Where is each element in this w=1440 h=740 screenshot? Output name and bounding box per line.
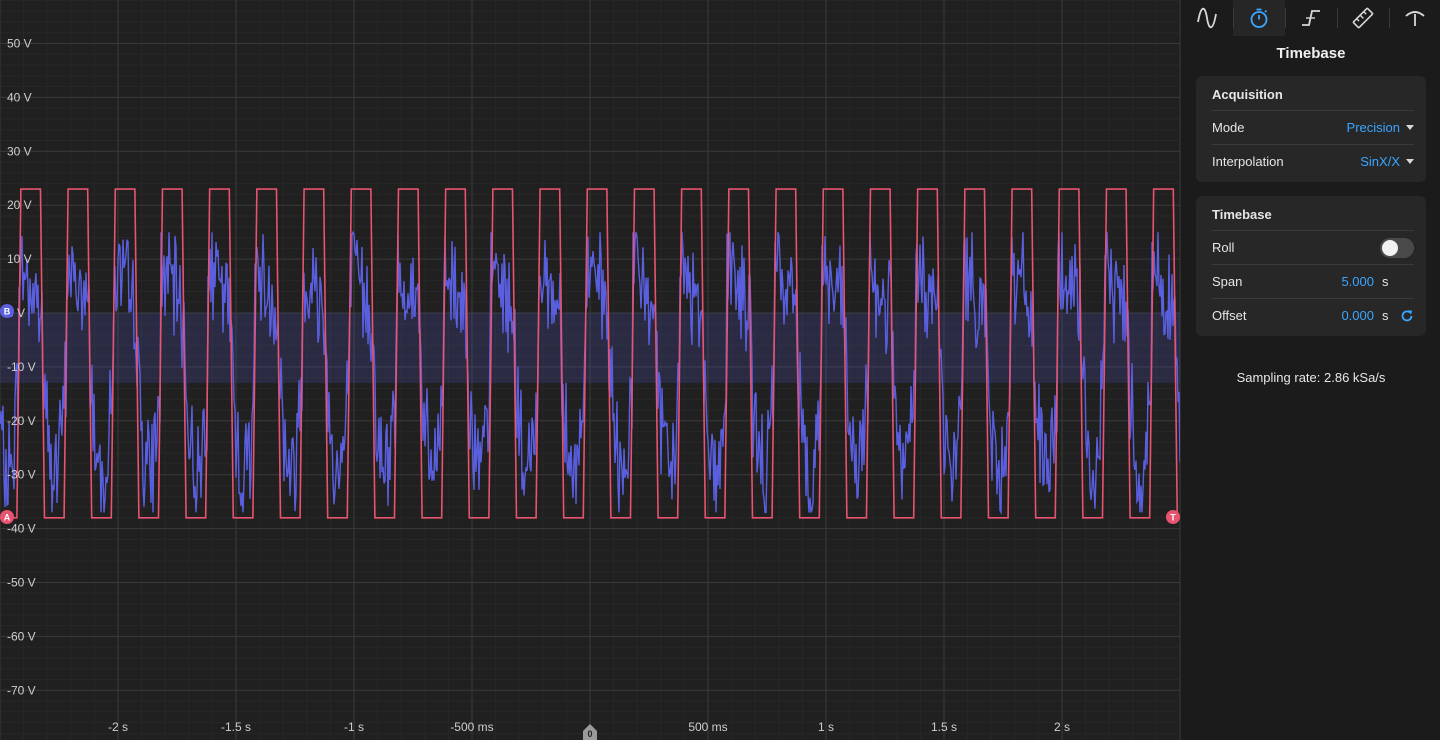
y-tick-label: -20 V <box>7 414 36 428</box>
roll-label: Roll <box>1212 240 1235 255</box>
acquisition-heading: Acquisition <box>1212 78 1414 111</box>
panel-title: Timebase <box>1276 45 1346 62</box>
mode-value: Precision <box>1346 120 1400 135</box>
y-tick-label: 50 V <box>7 37 32 51</box>
tab-display[interactable] <box>1389 0 1440 36</box>
channel-a-marker[interactable] <box>0 510 14 524</box>
y-tick-label: 20 V <box>7 198 32 212</box>
x-tick-label: 1.5 s <box>931 720 957 734</box>
y-tick-label: -60 V <box>7 629 36 643</box>
x-tick-label: -500 ms <box>450 720 493 734</box>
x-tick-label: -1.5 s <box>221 720 251 734</box>
ruler-icon <box>1352 7 1374 29</box>
time-zero-marker[interactable] <box>583 724 597 740</box>
offset-input[interactable]: 0.000 <box>1341 308 1374 323</box>
interpolation-row: Interpolation SinX/X <box>1212 145 1414 178</box>
interpolation-select[interactable]: SinX/X <box>1360 154 1414 169</box>
plot-canvas[interactable]: 50 V40 V30 V20 V10 V0 V-10 V-20 V-30 V-4… <box>0 0 1180 740</box>
span-input[interactable]: 5.000 <box>1341 274 1374 289</box>
channel-a-marker-label: A <box>4 513 11 523</box>
offset-row: Offset 0.000 s <box>1212 299 1414 332</box>
refresh-icon <box>1401 309 1413 321</box>
gauge-icon <box>1405 11 1425 26</box>
toggle-knob <box>1382 239 1398 256</box>
x-tick-label: 500 ms <box>688 720 727 734</box>
y-tick-label: -30 V <box>7 468 36 482</box>
x-tick-label: 2 s <box>1054 720 1070 734</box>
mode-label: Mode <box>1212 120 1245 135</box>
y-tick-label: 30 V <box>7 144 32 158</box>
tab-measure[interactable] <box>1337 0 1389 36</box>
y-tick-label: 10 V <box>7 252 32 266</box>
y-tick-label: -40 V <box>7 522 36 536</box>
channel-a-trace <box>0 188 1180 519</box>
offset-unit: s <box>1382 308 1389 323</box>
span-label: Span <box>1212 274 1243 289</box>
tab-trigger[interactable] <box>1285 0 1337 36</box>
time-zero-label: 0 <box>587 729 592 739</box>
acquisition-card: Acquisition Mode Precision Interpolation… <box>1196 76 1426 182</box>
roll-toggle[interactable] <box>1380 237 1414 258</box>
interpolation-label: Interpolation <box>1212 154 1284 169</box>
channel-b-trace <box>0 230 1180 516</box>
span-unit: s <box>1382 274 1389 289</box>
reset-offset-button[interactable] <box>1396 309 1414 323</box>
tab-waveform[interactable] <box>1181 0 1233 36</box>
trigger-marker-label: T <box>1170 513 1176 523</box>
trigger-edge-icon <box>1302 10 1320 26</box>
sampling-rate: Sampling rate: 2.86 kSa/s <box>1236 370 1386 385</box>
x-tick-label: 1 s <box>818 720 834 734</box>
y-tick-label: -50 V <box>7 576 36 590</box>
mode-select[interactable]: Precision <box>1347 120 1414 135</box>
chevron-down-icon <box>1406 125 1414 130</box>
roll-row: Roll <box>1212 231 1414 265</box>
y-tick-label: 40 V <box>7 90 32 104</box>
channel-b-marker[interactable] <box>0 304 14 318</box>
timebase-heading: Timebase <box>1212 198 1414 231</box>
stopwatch-icon <box>1250 8 1268 28</box>
offset-label: Offset <box>1212 308 1247 323</box>
trigger-marker[interactable] <box>1166 510 1180 524</box>
mode-row: Mode Precision <box>1212 111 1414 145</box>
channel-b-marker-label: B <box>4 307 11 317</box>
interpolation-value: SinX/X <box>1360 154 1400 169</box>
tab-timebase[interactable] <box>1233 0 1285 36</box>
chevron-down-icon <box>1406 159 1414 164</box>
timebase-card: Timebase Roll Span 5.000 s Offset 0.000 … <box>1196 196 1426 336</box>
channel-b-fill <box>0 313 1180 384</box>
x-tick-label: -2 s <box>108 720 128 734</box>
y-tick-label: -70 V <box>7 683 36 697</box>
y-tick-label: -10 V <box>7 360 36 374</box>
sine-wave-icon <box>1197 7 1217 29</box>
span-row: Span 5.000 s <box>1212 265 1414 299</box>
x-tick-label: -1 s <box>344 720 364 734</box>
panel-tabs <box>1181 0 1440 36</box>
settings-panel: Timebase Acquisition Mode Precision Inte… <box>1180 0 1440 740</box>
